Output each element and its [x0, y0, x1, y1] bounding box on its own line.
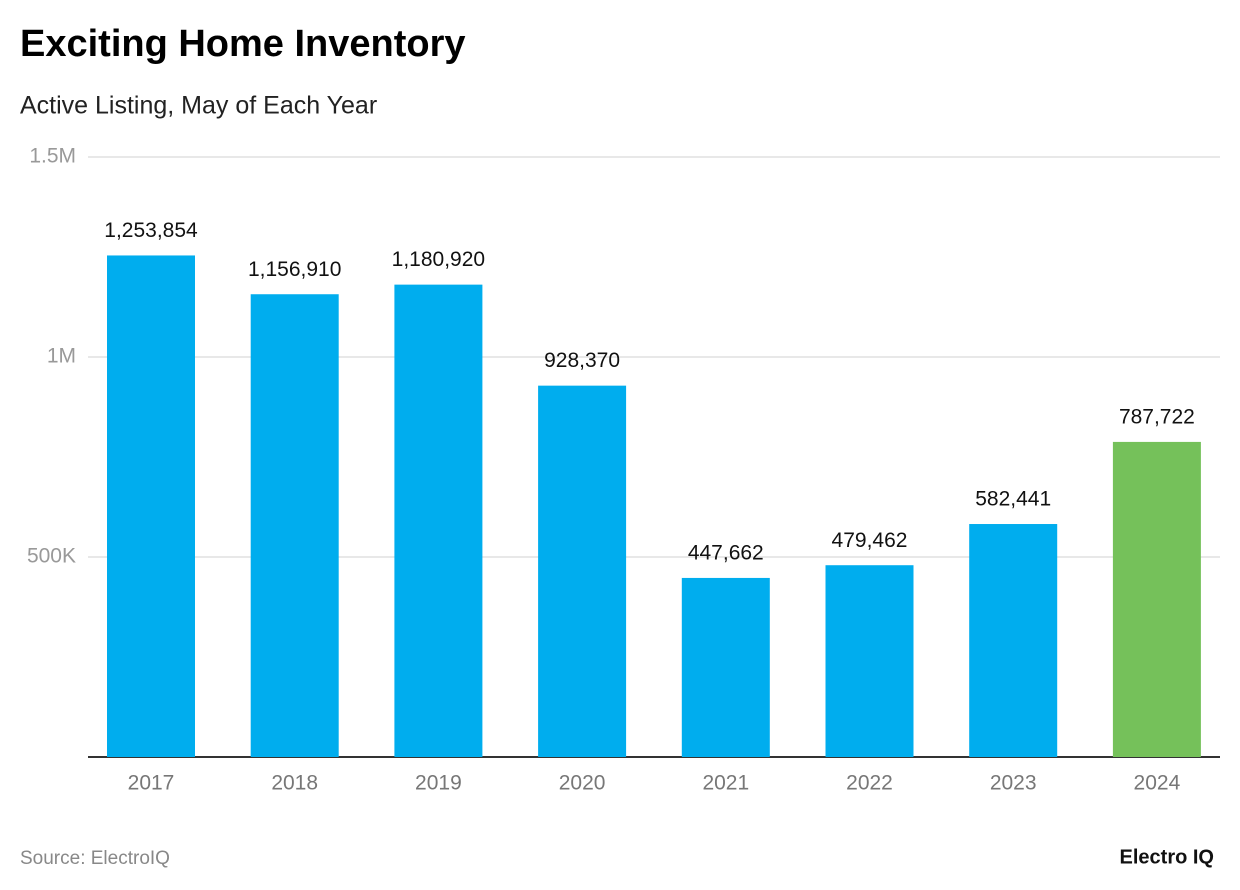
bar: [969, 524, 1058, 757]
chart-title: Exciting Home Inventory: [20, 23, 466, 65]
y-tick-label: 1M: [47, 345, 76, 368]
bar: [538, 385, 627, 757]
x-tick-label: 2024: [1134, 772, 1181, 795]
bar: [107, 255, 195, 757]
chart-subtitle: Active Listing, May of Each Year: [20, 92, 377, 120]
value-label: 582,441: [975, 488, 1051, 511]
bar: [1112, 441, 1201, 757]
value-label: 1,180,920: [392, 248, 485, 271]
source: Source: ElectroIQ: [20, 848, 170, 869]
x-tick-label: 2022: [846, 772, 893, 795]
value-label: 787,722: [1119, 405, 1195, 428]
x-tick-label: 2021: [702, 772, 749, 795]
bar: [681, 577, 770, 757]
y-tick-label: 1.5M: [29, 145, 76, 168]
x-tick-label: 2019: [415, 772, 462, 795]
x-tick-label: 2017: [128, 772, 175, 795]
value-label: 1,156,910: [248, 258, 341, 281]
value-label: 447,662: [688, 541, 764, 564]
value-label: 479,462: [832, 529, 908, 552]
x-tick-label: 2020: [559, 772, 606, 795]
x-tick-label: 2018: [271, 772, 318, 795]
bar: [250, 294, 339, 757]
y-tick-label: 500K: [27, 545, 76, 568]
value-label: 928,370: [544, 349, 620, 372]
value-label: 1,253,854: [104, 219, 198, 242]
bar: [394, 284, 483, 757]
brand-logo: Electro IQ: [1120, 846, 1214, 868]
bar: [825, 565, 914, 757]
x-tick-label: 2023: [990, 772, 1037, 795]
